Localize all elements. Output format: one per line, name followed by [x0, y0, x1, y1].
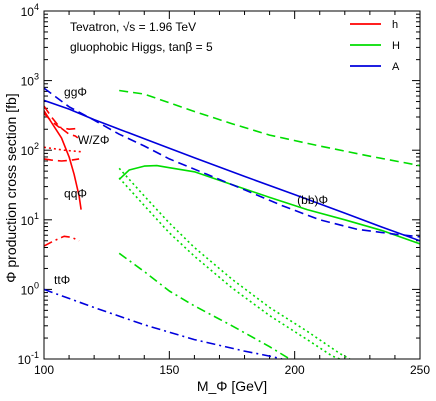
- series-line-A-solid: [44, 99, 420, 242]
- x-tick-label: 150: [159, 363, 179, 377]
- y-tick-label: 103: [21, 72, 39, 89]
- series-line-A-dash: [44, 87, 420, 238]
- series-line-h-dashdot: [44, 235, 80, 247]
- legend-label: h: [392, 19, 398, 31]
- y-tick-label: 101: [21, 211, 39, 228]
- plot-frame: [43, 10, 421, 360]
- series-line-h-dash: [44, 158, 80, 162]
- series-line-H-dot: [118, 167, 351, 359]
- series-line-h-dash: [44, 105, 79, 139]
- x-tick-labels: 100 150 200 250: [34, 363, 430, 377]
- curve-label: qqΦ: [64, 186, 87, 200]
- series-line-H-dashdot: [118, 252, 291, 359]
- y-tick-label: 102: [21, 141, 39, 158]
- series-line-h-dash: [44, 112, 78, 130]
- curve-label: (bb)Φ: [297, 193, 328, 207]
- y-tick-label: 100: [21, 280, 39, 297]
- legend: hHA: [350, 19, 400, 73]
- x-tick-label: 250: [410, 363, 430, 377]
- series-line-H-solid: [118, 164, 420, 245]
- y-tick-labels: 10-1 100 101 102 103 104: [18, 2, 39, 367]
- curve-annotations: ggΦ W/ZΦ qqΦ (bb)Φ ttΦ: [54, 85, 328, 287]
- curve-label: ttΦ: [54, 273, 70, 287]
- header-line-1: Tevatron, √s = 1.96 TeV: [70, 20, 196, 34]
- y-tick-label: 104: [21, 2, 39, 19]
- series-line-h-solid: [44, 110, 82, 210]
- series-line-h-dot: [44, 146, 82, 153]
- series-layer: [44, 87, 420, 359]
- y-axis-title: Φ production cross section [fb]: [3, 93, 19, 282]
- x-tick-label: 200: [285, 363, 305, 377]
- x-axis-title: M_Φ [GeV]: [197, 378, 267, 394]
- curve-label: W/ZΦ: [78, 133, 110, 147]
- header-line-2: gluophobic Higgs, tanβ = 5: [70, 40, 213, 54]
- x-tick-label: 100: [34, 363, 54, 377]
- series-line-A-dashdot: [44, 288, 283, 359]
- curve-label: ggΦ: [64, 85, 87, 99]
- series-line-H-dash: [119, 89, 420, 167]
- legend-label: A: [392, 61, 400, 73]
- y-tick-label: 10-1: [18, 350, 39, 367]
- legend-label: H: [392, 40, 400, 52]
